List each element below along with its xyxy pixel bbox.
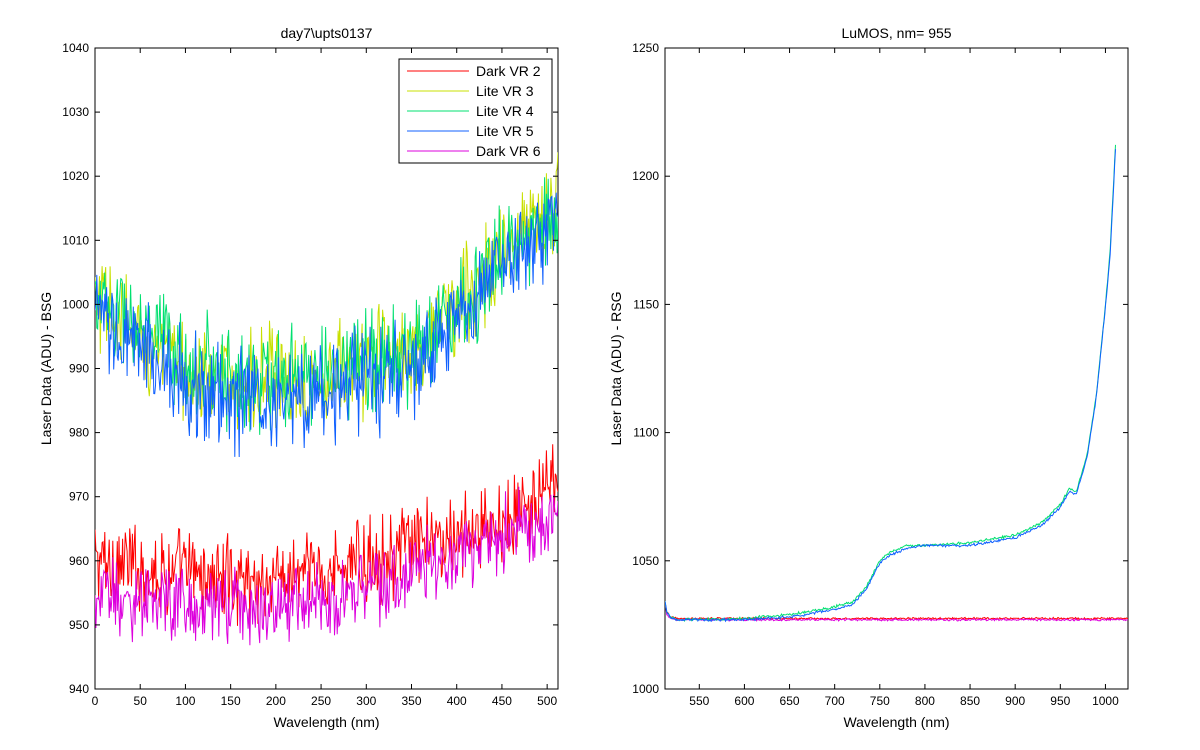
y-tick-label: 1200 — [632, 169, 659, 183]
x-tick-label: 350 — [401, 694, 421, 708]
y-tick-label: 1030 — [62, 105, 89, 119]
chart-title: day7\upts0137 — [281, 25, 373, 41]
legend-label: Dark VR 2 — [476, 63, 541, 79]
y-tick-label: 950 — [69, 618, 89, 632]
legend: Dark VR 2 Lite VR 3 Lite VR 4 Lite VR 5 Dark… — [398, 58, 553, 164]
plot-area — [664, 47, 1129, 690]
x-tick-label: 100 — [175, 694, 195, 708]
series-line-3 — [665, 144, 1116, 622]
x-tick-label: 700 — [825, 694, 845, 708]
legend-label: Lite VR 4 — [476, 103, 534, 119]
series-line-dark-vr-6 — [95, 486, 558, 646]
series-line-1 — [665, 602, 1128, 621]
y-tick-label: 990 — [69, 362, 89, 376]
legend-label: Lite VR 3 — [476, 83, 534, 99]
y-tick-label: 1000 — [62, 297, 89, 311]
x-tick-label: 1000 — [1092, 694, 1119, 708]
series-group — [665, 144, 1128, 623]
x-tick-label: 550 — [689, 694, 709, 708]
legend-label: Dark VR 6 — [476, 143, 541, 159]
x-tick-label: 800 — [915, 694, 935, 708]
legend-label: Lite VR 5 — [476, 123, 534, 139]
x-tick-label: 300 — [356, 694, 376, 708]
y-tick-label: 1150 — [633, 297, 659, 311]
x-tick-label: 600 — [734, 694, 754, 708]
y-tick-label: 1250 — [632, 41, 659, 55]
y-tick-label: 1020 — [62, 169, 89, 183]
y-axis-label: Laser Data (ADU) - RSG — [608, 291, 624, 445]
y-tick-label: 980 — [69, 426, 89, 440]
x-tick-label: 500 — [537, 694, 557, 708]
x-tick-label: 750 — [870, 694, 890, 708]
x-tick-label: 450 — [492, 694, 512, 708]
x-axis-label: Wavelength (nm) — [843, 714, 949, 730]
chart-title: LuMOS, nm= 955 — [841, 25, 951, 41]
x-tick-label: 850 — [960, 694, 980, 708]
x-tick-label: 0 — [92, 694, 99, 708]
x-tick-label: 250 — [311, 694, 331, 708]
x-tick-label: 900 — [1005, 694, 1025, 708]
y-tick-label: 1010 — [62, 233, 89, 247]
y-tick-label: 1050 — [632, 554, 659, 568]
x-tick-label: 50 — [134, 694, 148, 708]
y-axis-label: Laser Data (ADU) - BSG — [38, 292, 54, 445]
left-plot: 0 50 100 150 200 250 300 350 400 450 500 940 950 960 9… — [38, 25, 559, 730]
x-tick-label: 950 — [1050, 694, 1070, 708]
right-plot: 550 600 650 700 750 800 850 900 950 1000 1000 1050 1… — [608, 25, 1129, 730]
series-line-lite-vr-5 — [95, 192, 558, 458]
x-tick-label: 400 — [447, 694, 467, 708]
y-tick-label: 1000 — [632, 682, 659, 696]
series-line-4 — [665, 149, 1116, 623]
y-tick-label: 940 — [69, 682, 89, 696]
x-tick-label: 650 — [780, 694, 800, 708]
y-tick-label: 1040 — [62, 41, 89, 55]
x-axis-label: Wavelength (nm) — [273, 714, 379, 730]
series-group — [95, 152, 558, 646]
x-tick-label: 150 — [221, 694, 241, 708]
x-tick-label: 200 — [266, 694, 286, 708]
y-tick-label: 1100 — [633, 426, 659, 440]
y-tick-label: 970 — [69, 490, 89, 504]
y-tick-label: 960 — [69, 554, 89, 568]
